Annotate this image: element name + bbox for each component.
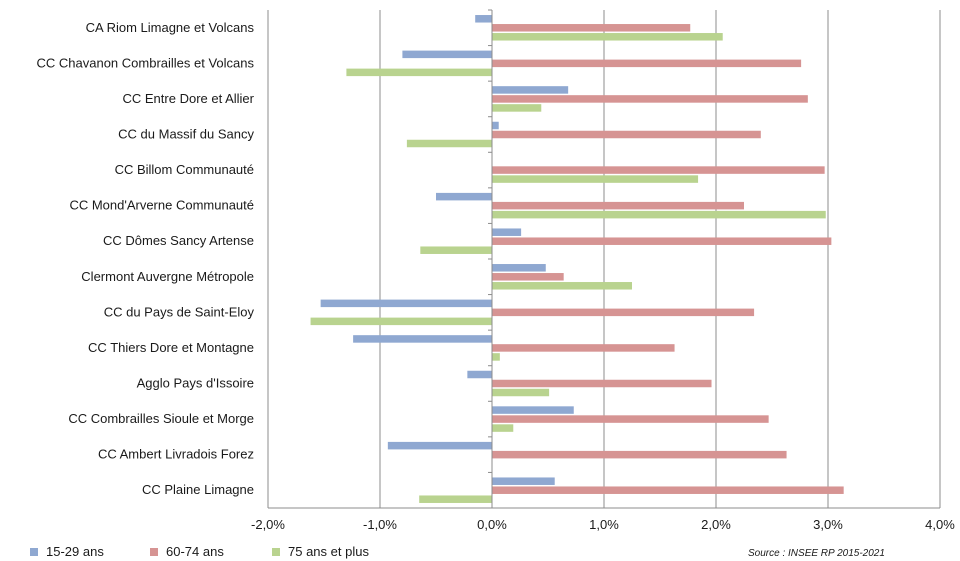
x-tick-label: 1,0%: [589, 517, 619, 532]
category-label: CC Dômes Sancy Artense: [103, 233, 254, 248]
bar-3: [492, 353, 500, 361]
bar-1: [492, 228, 522, 236]
bar-1: [320, 299, 492, 308]
category-label: CC Plaine Limagne: [142, 482, 254, 497]
legend-swatch: [30, 548, 38, 556]
category-label: CC Chavanon Combrailles et Volcans: [37, 55, 255, 70]
bar-3: [419, 495, 492, 503]
bar-2: [492, 24, 691, 32]
category-label: CC du Pays de Saint-Eloy: [104, 304, 255, 319]
bar-1: [387, 441, 492, 450]
category-label: CC Mond'Arverne Communauté: [69, 198, 254, 213]
axes: [268, 9, 940, 509]
grid-lines: [267, 10, 941, 508]
bar-2: [492, 59, 802, 68]
category-label: CC Thiers Dore et Montagne: [88, 340, 254, 355]
x-tick-label: 3,0%: [813, 517, 843, 532]
x-tick-labels: -2,0% -1,0% 0,0% 1,0% 2,0% 3,0% 4,0%: [251, 517, 955, 532]
bar-3: [492, 175, 699, 183]
bar-3: [492, 282, 632, 290]
bar-2: [492, 486, 844, 494]
legend-swatch: [150, 548, 158, 556]
bar-2: [492, 415, 769, 423]
bar-3: [492, 388, 550, 397]
bar-3: [420, 246, 492, 254]
bar-2: [492, 237, 832, 245]
legend-label: 60-74 ans: [166, 544, 224, 559]
x-tick-label: 0,0%: [477, 517, 507, 532]
bar-2: [492, 201, 744, 210]
bar-3: [492, 33, 723, 41]
bar-1: [492, 264, 546, 272]
category-label: Agglo Pays d'Issoire: [137, 376, 254, 391]
bar-2: [492, 166, 825, 174]
bar-1: [492, 86, 569, 94]
bar-1: [475, 15, 492, 23]
bar-1: [353, 335, 492, 343]
bar-1: [467, 370, 492, 379]
bar-2: [492, 95, 808, 103]
bar-1: [492, 121, 499, 130]
bars: [310, 15, 844, 503]
bar-3: [346, 68, 492, 77]
bar-3: [492, 210, 826, 219]
bar-3: [492, 104, 542, 112]
category-label: CA Riom Limagne et Volcans: [86, 20, 255, 35]
legend: 15-29 ans 60-74 ans 75 ans et plus: [30, 544, 369, 559]
x-tick-label: 2,0%: [701, 517, 731, 532]
category-label: CC du Massif du Sancy: [118, 127, 254, 142]
category-label: CC Billom Communauté: [115, 162, 254, 177]
bar-1: [492, 406, 574, 414]
bar-2: [492, 379, 712, 388]
bar-2: [492, 130, 761, 139]
bar-3: [310, 317, 492, 326]
bar-2: [492, 273, 564, 281]
bar-3: [406, 139, 492, 148]
legend-label: 15-29 ans: [46, 544, 104, 559]
bar-1: [436, 192, 492, 201]
x-tick-label: 4,0%: [925, 517, 955, 532]
category-label: Clermont Auvergne Métropole: [81, 269, 254, 284]
bar-1: [492, 477, 555, 485]
bar-2: [492, 450, 787, 459]
source-note: Source : INSEE RP 2015-2021: [748, 548, 885, 559]
x-tick-label: -2,0%: [251, 517, 285, 532]
legend-label: 75 ans et plus: [288, 544, 369, 559]
category-label: CC Ambert Livradois Forez: [98, 447, 254, 462]
bar-2: [492, 344, 675, 352]
bar-3: [492, 424, 514, 432]
x-tick-label: -1,0%: [363, 517, 397, 532]
category-label: CC Entre Dore et Allier: [123, 91, 255, 106]
bar-2: [492, 308, 755, 317]
category-label: CC Combrailles Sioule et Morge: [68, 411, 254, 426]
bar-1: [402, 50, 492, 59]
category-labels: CA Riom Limagne et Volcans CC Chavanon Co…: [37, 20, 255, 497]
legend-swatch: [272, 548, 280, 556]
